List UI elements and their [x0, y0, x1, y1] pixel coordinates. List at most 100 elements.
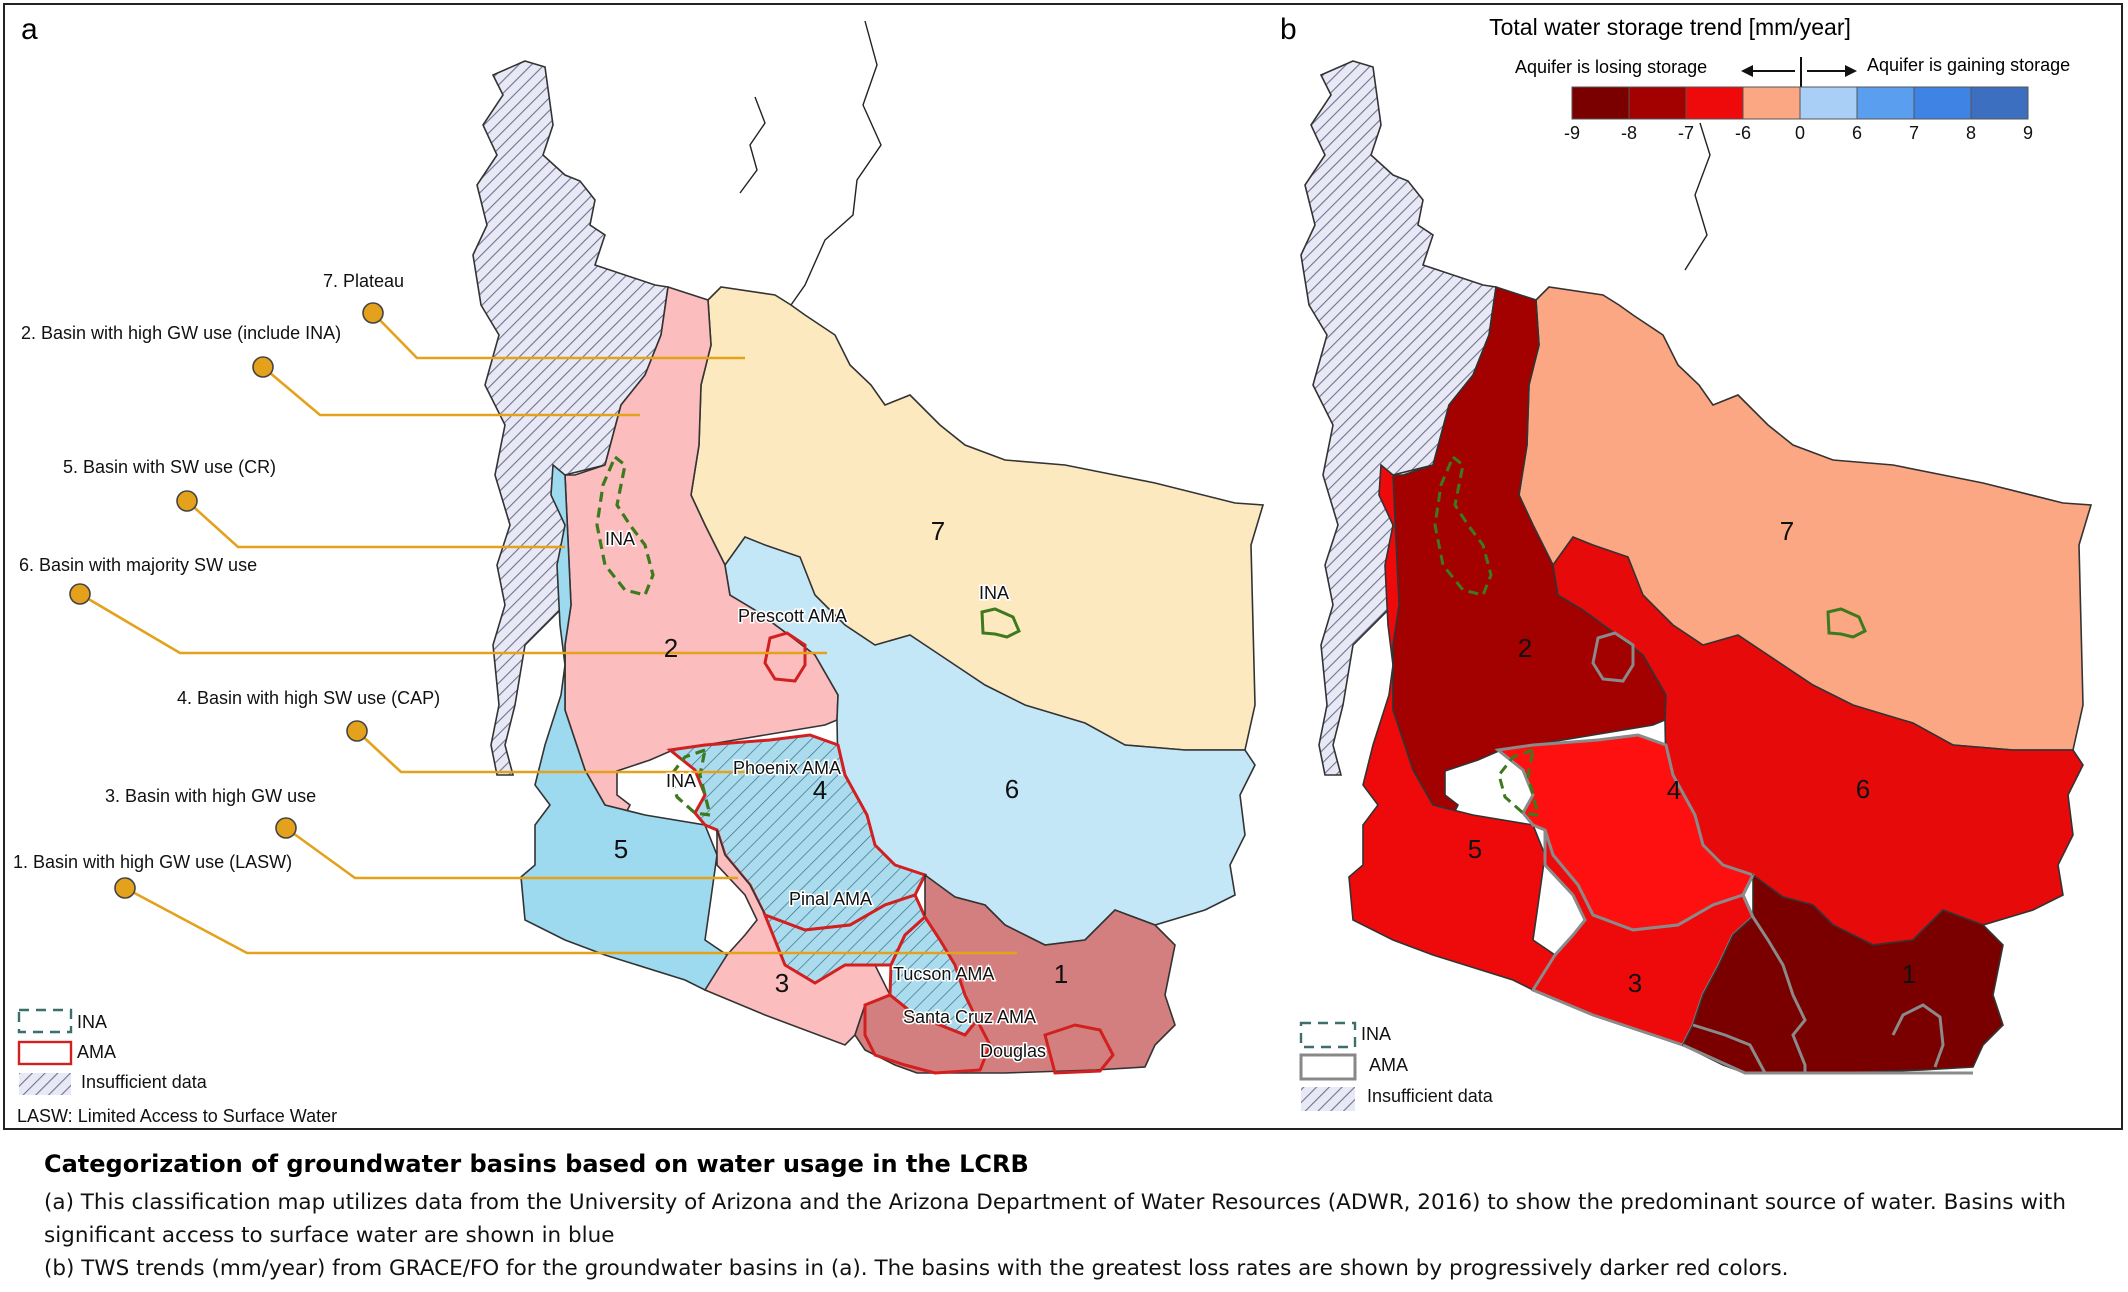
ina-north-outline [595, 454, 655, 597]
category-label-7: 7. Plateau [323, 271, 404, 291]
category-label-1: 1. Basin with high GW use (LASW) [13, 852, 292, 872]
trend-region-number-2: 2 [1518, 633, 1532, 663]
legend-b-insufficient-label: Insufficient data [1367, 1086, 1494, 1106]
ina-north-label: INA [605, 529, 635, 549]
panel-b-letter: b [1280, 13, 1297, 46]
leader-dot-1 [114, 877, 136, 899]
legend-b-insufficient-swatch [1301, 1087, 1355, 1111]
leader-dot-3 [275, 817, 297, 839]
colorbar-tick-label: -9 [1564, 123, 1580, 143]
leader-line-6 [79, 592, 827, 655]
legend-b-ama-label: AMA [1369, 1055, 1408, 1075]
colorbar-tick-label: 9 [2023, 123, 2033, 143]
leader-dot-4 [346, 720, 368, 742]
tucson-ama-label: Tucson AMA [893, 964, 994, 984]
santa-cruz-ama [863, 993, 992, 1075]
legend-ina-swatch [17, 1008, 73, 1034]
legend-b-ina-swatch [1299, 1021, 1357, 1049]
river-line [790, 20, 882, 306]
legend-b-ina-label: INA [1361, 1024, 1391, 1044]
region-number-1: 1 [1054, 959, 1068, 989]
category-label-3: 3. Basin with high GW use [105, 786, 316, 806]
category-label-4: 4. Basin with high SW use (CAP) [177, 688, 440, 708]
colorbar-tick-label: -8 [1621, 123, 1637, 143]
colorbar-losing-label: Aquifer is losing storage [1515, 57, 1707, 77]
panel-b-legend: INA AMA Insufficient data [1299, 1021, 1494, 1111]
colorbar-tick-label: 8 [1966, 123, 1976, 143]
figure-frame: a [3, 3, 2123, 1130]
region-number-7: 7 [931, 516, 945, 546]
santa-cruz-ama-label: Santa Cruz AMA [903, 1007, 1036, 1027]
douglas-label: Douglas [980, 1041, 1046, 1061]
leader-dot-7 [362, 302, 384, 324]
leader-line-3 [285, 826, 738, 880]
gaining-arrowhead-icon [1845, 65, 1857, 77]
prescott-ama [763, 631, 807, 683]
region-number-3: 3 [775, 968, 789, 998]
pinal-ama-label: Pinal AMA [789, 889, 872, 909]
category-leaders [79, 312, 1017, 955]
colorbar-tick-label: 0 [1795, 123, 1805, 143]
colorbar-bin [1628, 86, 1687, 120]
category-label-5: 5. Basin with SW use (CR) [63, 457, 276, 477]
caption-title: Categorization of groundwater basins bas… [44, 1150, 1029, 1178]
region-number-5: 5 [614, 834, 628, 864]
panel-a-legend: INA AMA Insufficient data LASW: Limited … [17, 1008, 337, 1126]
colorbar-gaining-label: Aquifer is gaining storage [1867, 55, 2070, 75]
colorbar-title: Total water storage trend [mm/year] [1489, 14, 1851, 40]
trend-region-number-6: 6 [1856, 774, 1870, 804]
legend-insufficient-swatch [19, 1073, 71, 1095]
ina-north-outline-b [1433, 454, 1493, 597]
leader-line-5 [186, 500, 565, 549]
colorbar-tick-label: 7 [1909, 123, 1919, 143]
ina-east-outline [980, 607, 1021, 639]
trend-region-5 [1348, 463, 1573, 991]
region-number-2: 2 [664, 633, 678, 663]
trend-region-2 [1392, 285, 1667, 817]
ama-outlines-b [1591, 631, 1973, 1075]
legend-ama-label: AMA [77, 1042, 116, 1062]
colorbar-tick-label: 6 [1852, 123, 1862, 143]
legend-ina-label: INA [77, 1012, 107, 1032]
region-5 [520, 463, 745, 991]
leader-line-1 [124, 886, 1017, 955]
ina-east-outline-b [1826, 607, 1867, 639]
losing-arrowhead-icon [1741, 65, 1753, 77]
figure-caption: Categorization of groundwater basins bas… [44, 1150, 2094, 1285]
panel-a: a [13, 13, 1265, 1126]
panel-a-letter: a [21, 13, 38, 46]
border-outline-b [1682, 1043, 1973, 1075]
trend-region-number-7: 7 [1780, 516, 1794, 546]
colorbar-tick-label: -7 [1678, 123, 1694, 143]
colorbar-bin [1571, 86, 1630, 120]
prescott-ama-outline-b [1591, 631, 1635, 683]
santa-cruz-ama-outline-b [1692, 1023, 1767, 1074]
legend-ama-swatch [17, 1040, 73, 1066]
colorbar-bin [1856, 86, 1915, 120]
figure-canvas: a [13, 13, 2093, 1126]
caption-line-b: (b) TWS trends (mm/year) from GRACE/FO f… [44, 1256, 1789, 1281]
category-label-2: 2. Basin with high GW use (include INA) [21, 323, 341, 343]
colorbar-bin [1970, 86, 2029, 120]
leader-dot-6 [69, 583, 91, 605]
leader-line-2 [262, 366, 640, 417]
region-2 [564, 285, 839, 817]
river-line [739, 96, 766, 194]
insufficient-data-area [1300, 60, 1497, 776]
panel-b: b Total water storage trend [mm/year] Aq… [1280, 13, 2093, 1111]
leader-line-4 [356, 730, 757, 774]
legend-insufficient-label: Insufficient data [81, 1072, 208, 1092]
lasw-note: LASW: Limited Access to Surface Water [17, 1106, 337, 1126]
region-number-6: 6 [1005, 774, 1019, 804]
trend-region-number-4: 4 [1667, 775, 1681, 805]
douglas-ama [1043, 1023, 1115, 1075]
ina-west-label: INA [666, 771, 696, 791]
colorbar-bin [1799, 86, 1858, 120]
colorbar-bin [1685, 86, 1744, 120]
region-number-4: 4 [813, 775, 827, 805]
trend-region-number-1: 1 [1902, 959, 1916, 989]
colorbar-bin [1742, 86, 1801, 120]
leader-line-7 [372, 312, 745, 360]
colorbar-ticks: -9 -8 -7 -6 0 6 7 8 9 [1564, 123, 2033, 143]
ina-east-label: INA [979, 583, 1009, 603]
